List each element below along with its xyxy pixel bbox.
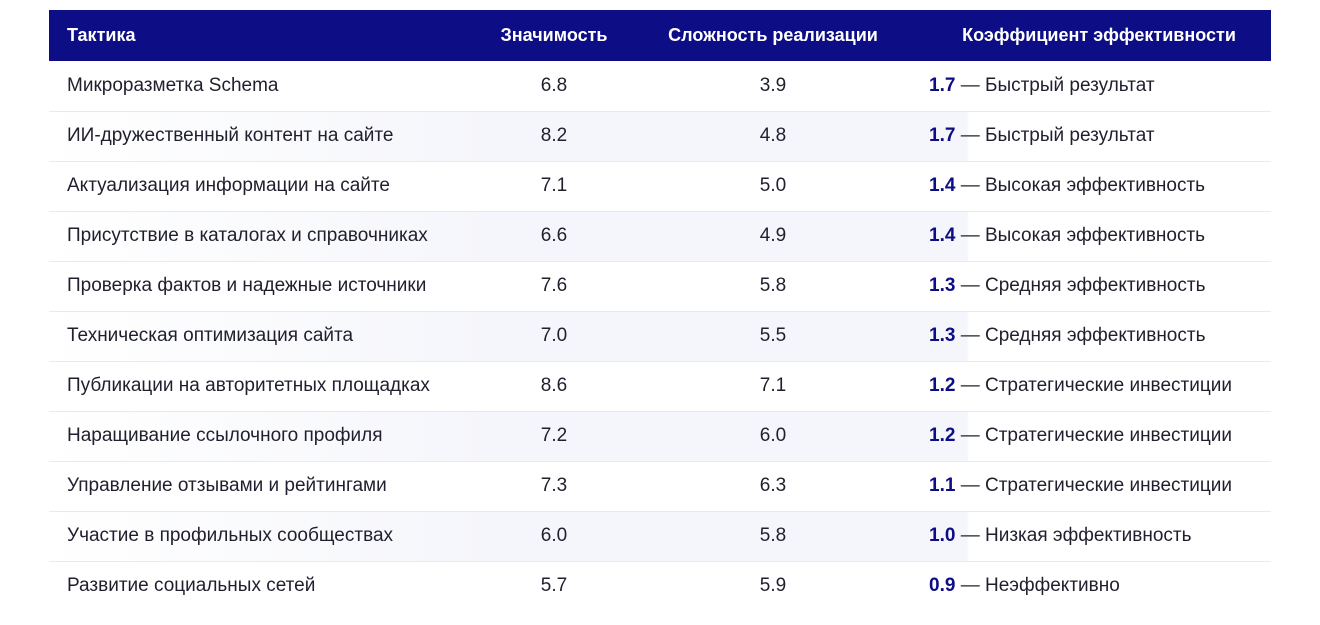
cell-importance: 7.2	[489, 411, 619, 461]
cell-complexity: 6.3	[759, 475, 787, 496]
header-importance: Значимость	[500, 25, 608, 45]
efficiency-label: — Быстрый результат	[955, 125, 1155, 146]
efficiency-value: 1.2	[929, 425, 956, 446]
efficiency-label: — Стратегические инвестиции	[955, 475, 1232, 496]
cell-tactic: Наращивание ссылочного профиля	[49, 411, 489, 461]
cell-importance: 7.6	[540, 275, 568, 296]
table-row: Управление отзывами и рейтингами 7.3 6.3 1.…	[49, 461, 1271, 511]
cell-importance: 6.8	[540, 74, 568, 96]
cell-tactic: Техническая оптимизация сайта	[49, 311, 489, 361]
cell-complexity: 4.8	[619, 111, 927, 161]
table-body: Микроразметка Schema 6.8 3.9 1.7 — Быстрый …	[49, 61, 1271, 611]
cell-tactic: Проверка фактов и надежные источники	[67, 275, 427, 296]
efficiency-label: — Высокая эффективность	[955, 175, 1206, 196]
cell-tactic: Управление отзывами и рейтингами	[67, 475, 387, 496]
cell-efficiency: 1.0 — Низкая эффективность	[927, 511, 1271, 561]
cell-efficiency: 1.7 — Быстрый результат	[927, 61, 1271, 111]
cell-efficiency: 1.1 — Стратегические инвестиции	[927, 461, 1271, 511]
efficiency-value: 1.7	[929, 125, 956, 146]
efficiency-label: — Низкая эффективность	[955, 525, 1192, 546]
efficiency-value: 1.2	[929, 375, 956, 396]
cell-complexity: 4.9	[619, 211, 927, 261]
header-tactic: Тактика	[67, 25, 136, 45]
table-row: Актуализация информации на сайте 7.1 5.0 1.…	[49, 161, 1271, 211]
table-row: Наращивание ссылочного профиля 7.2 6.0 1.2 …	[49, 411, 1271, 461]
cell-complexity: 5.8	[619, 511, 927, 561]
efficiency-label: — Стратегические инвестиции	[955, 375, 1232, 396]
efficiency-label: — Средняя эффективность	[955, 325, 1206, 346]
efficiency-label: — Средняя эффективность	[955, 275, 1206, 296]
efficiency-value: 1.4	[929, 225, 956, 246]
efficiency-label: — Высокая эффективность	[955, 225, 1206, 246]
efficiency-label: — Быстрый результат	[955, 74, 1155, 96]
cell-efficiency: 0.9 — Неэффективно	[927, 561, 1271, 611]
cell-importance: 8.2	[489, 111, 619, 161]
table-row: Проверка фактов и надежные источники 7.6 5…	[49, 261, 1271, 311]
cell-importance: 6.0	[489, 511, 619, 561]
cell-tactic: ИИ-дружественный контент на сайте	[49, 111, 489, 161]
cell-tactic: Развитие социальных сетей	[67, 575, 316, 597]
table-row: Развитие социальных сетей 5.7 5.9 0.9 — Неэ…	[49, 561, 1271, 611]
efficiency-value: 1.1	[929, 475, 956, 496]
efficiency-value: 1.7	[929, 74, 956, 96]
table-row: Микроразметка Schema 6.8 3.9 1.7 — Быстрый …	[49, 61, 1271, 111]
cell-complexity: 7.1	[759, 375, 787, 396]
cell-tactic: Актуализация информации на сайте	[67, 175, 390, 196]
table-row: Техническая оптимизация сайта 7.0 5.5 1.3 —…	[49, 311, 1271, 361]
efficiency-value: 1.0	[929, 525, 956, 546]
header-efficiency: Коэффициент эффективности	[962, 25, 1236, 45]
cell-complexity: 3.9	[759, 74, 787, 96]
cell-efficiency: 1.3 — Средняя эффективность	[927, 311, 1271, 361]
cell-efficiency: 1.4 — Высокая эффективность	[927, 211, 1271, 261]
cell-importance: 5.7	[540, 575, 568, 597]
table-row: ИИ-дружественный контент на сайте 8.2 4.8 1…	[49, 111, 1271, 161]
efficiency-value: 1.4	[929, 175, 956, 196]
cell-importance: 6.6	[489, 211, 619, 261]
cell-complexity: 5.5	[619, 311, 927, 361]
efficiency-label: — Неэффективно	[955, 575, 1120, 597]
efficiency-label: — Стратегические инвестиции	[955, 425, 1232, 446]
cell-complexity: 5.0	[759, 175, 787, 196]
efficiency-value: 0.9	[929, 575, 956, 597]
cell-complexity: 5.8	[759, 275, 787, 296]
table-row: Присутствие в каталогах и справочниках 6.…	[49, 211, 1271, 261]
cell-tactic: Участие в профильных сообществах	[49, 511, 489, 561]
cell-importance: 7.1	[540, 175, 568, 196]
cell-importance: 7.3	[540, 475, 568, 496]
cell-tactic: Публикации на авторитетных площадках	[67, 375, 430, 396]
table-header: Тактика Значимость Сложность реализации …	[49, 10, 1271, 61]
cell-complexity: 5.9	[759, 575, 787, 597]
cell-importance: 7.0	[489, 311, 619, 361]
tactics-table-container: Тактика Значимость Сложность реализации …	[49, 10, 1271, 611]
tactics-table: Тактика Значимость Сложность реализации …	[49, 10, 1271, 611]
cell-efficiency: 1.7 — Быстрый результат	[927, 111, 1271, 161]
table-row: Публикации на авторитетных площадках 8.6 7…	[49, 361, 1271, 411]
header-row: Тактика Значимость Сложность реализации …	[49, 10, 1271, 61]
cell-tactic: Присутствие в каталогах и справочниках	[49, 211, 489, 261]
cell-importance: 8.6	[540, 375, 568, 396]
cell-tactic: Микроразметка Schema	[67, 74, 279, 96]
header-complexity: Сложность реализации	[668, 25, 878, 45]
cell-efficiency: 1.2 — Стратегические инвестиции	[927, 411, 1271, 461]
cell-complexity: 6.0	[619, 411, 927, 461]
cell-efficiency: 1.3 — Средняя эффективность	[927, 261, 1271, 311]
cell-efficiency: 1.4 — Высокая эффективность	[927, 161, 1271, 211]
efficiency-value: 1.3	[929, 275, 956, 296]
efficiency-value: 1.3	[929, 325, 956, 346]
table-row: Участие в профильных сообществах 6.0 5.8 1.…	[49, 511, 1271, 561]
cell-efficiency: 1.2 — Стратегические инвестиции	[927, 361, 1271, 411]
